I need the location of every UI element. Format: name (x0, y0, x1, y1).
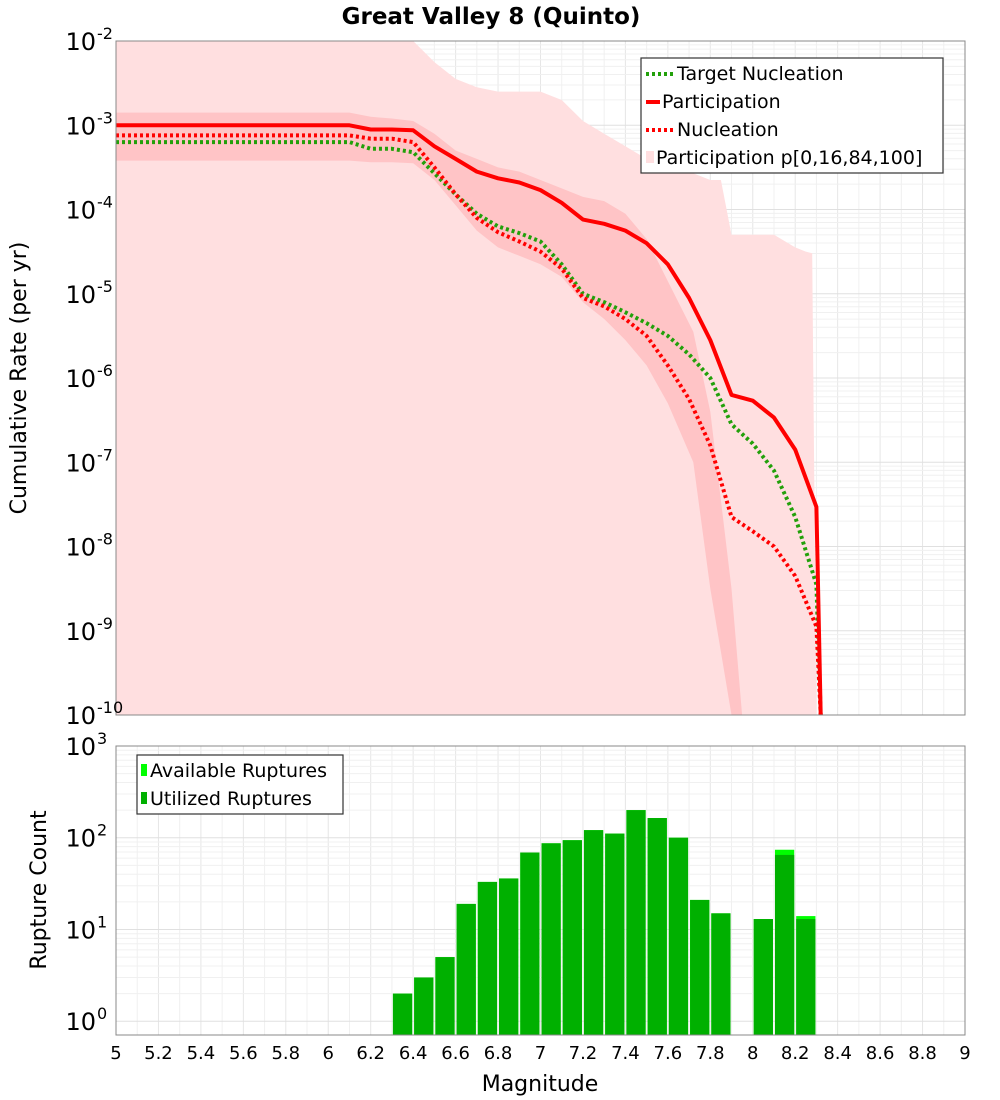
magnitude-tick-label: 7.6 (654, 1043, 683, 1064)
magnitude-tick-label: 7 (535, 1043, 546, 1064)
utilized-ruptures-bar (392, 993, 413, 1035)
rupture-y-tick-label: 10 (65, 825, 96, 853)
magnitude-tick-label: 6.6 (441, 1043, 470, 1064)
utilized-ruptures-bar (690, 899, 710, 1035)
rupture-y-tick-label: 10 (65, 1008, 96, 1036)
rate-y-tick-exponent: -8 (97, 530, 113, 549)
rate-y-tick-exponent: -3 (97, 108, 113, 127)
magnitude-tick-label: 5.4 (187, 1043, 216, 1064)
utilized-ruptures-bar (753, 919, 773, 1035)
legend-participation-band: Participation p[0,16,84,100] (656, 147, 922, 169)
rate-legend: Target Nucleation Participation Nucleati… (640, 57, 944, 174)
magnitude-tick-label: 6 (323, 1043, 334, 1064)
legend-available-ruptures: Available Ruptures (150, 760, 327, 782)
magnitude-tick-label: 7.2 (569, 1043, 598, 1064)
rupture-bars (392, 810, 816, 1035)
rate-lines (116, 123, 823, 716)
rupture-y-axis-label: Rupture Count (27, 810, 52, 970)
legend-utilized-ruptures: Utilized Ruptures (150, 788, 312, 810)
rate-y-tick-exponent: -7 (97, 445, 113, 464)
chart-title: Great Valley 8 (Quinto) (342, 4, 641, 30)
utilized-ruptures-bar (774, 854, 795, 1035)
utilized-ruptures-bar (435, 957, 455, 1035)
rate-y-tick-label: 10 (65, 28, 96, 56)
utilized-ruptures-bar (711, 913, 731, 1035)
legend-nucleation: Nucleation (677, 119, 779, 141)
rate-y-tick-exponent: -9 (97, 614, 113, 633)
utilized-ruptures-bar (414, 977, 434, 1035)
legend-target-nucleation: Target Nucleation (676, 63, 844, 85)
participation-bands (116, 41, 819, 716)
magnitude-tick-label: 8.8 (908, 1043, 937, 1064)
magnitude-tick-label: 8 (747, 1043, 758, 1064)
utilized-ruptures-bar (626, 810, 646, 1035)
rate-y-tick-label: 10 (65, 534, 96, 562)
magnitude-tick-label: 5.6 (229, 1043, 258, 1064)
utilized-ruptures-bar (520, 852, 540, 1035)
x-axis-label: Magnitude (482, 1072, 599, 1097)
utilized-ruptures-bar (456, 903, 476, 1035)
rupture-panel-frame (115, 745, 966, 1036)
participation-band-p16-p84 (116, 112, 743, 716)
utilized-ruptures-bar (583, 830, 604, 1035)
rupture-y-tick-label: 10 (65, 916, 96, 944)
magnitude-tick-label: 8.2 (781, 1043, 810, 1064)
legend-utilized-swatch (141, 792, 147, 804)
rate-panel: 10-210-310-410-510-610-710-810-910-10 Gr… (7, 4, 966, 730)
rupture-y-tick-label: 10 (65, 733, 96, 761)
rate-y-tick-exponent: -2 (97, 24, 113, 43)
rate-y-tick-exponent: -10 (97, 698, 123, 717)
legend-participation-band-swatch (646, 151, 654, 163)
legend-available-swatch (141, 764, 147, 776)
rate-y-tick-label: 10 (65, 449, 96, 477)
nucleation-line (116, 133, 823, 716)
utilized-ruptures-bar (541, 843, 561, 1035)
utilized-ruptures-bar (647, 818, 667, 1035)
utilized-ruptures-bar (605, 833, 625, 1035)
magnitude-tick-label: 9 (959, 1043, 970, 1064)
utilized-ruptures-bar (499, 878, 519, 1035)
utilized-ruptures-bar (796, 919, 816, 1035)
magnitude-tick-label: 6.8 (484, 1043, 513, 1064)
rupture-y-tick-exponent: 1 (97, 912, 107, 931)
legend-participation: Participation (662, 91, 781, 113)
utilized-ruptures-bar (477, 881, 498, 1035)
rate-y-tick-label: 10 (65, 365, 96, 393)
rate-y-tick-label: 10 (65, 281, 96, 309)
utilized-ruptures-bar (668, 837, 689, 1035)
magnitude-tick-label: 6.4 (399, 1043, 428, 1064)
target-nucleation-line (116, 140, 823, 716)
rate-y-axis-label: Cumulative Rate (per yr) (7, 242, 32, 515)
rate-y-tick-labels: 10-210-310-410-510-610-710-810-910-10 (65, 24, 123, 730)
rate-y-tick-exponent: -6 (97, 361, 113, 380)
magnitude-tick-label: 7.8 (696, 1043, 725, 1064)
rupture-y-tick-exponent: 0 (97, 1004, 107, 1023)
rate-y-tick-exponent: -5 (97, 277, 113, 296)
rate-panel-frame (115, 40, 966, 716)
magnitude-x-tick-labels: 5 5.2 5.4 5.6 5.8 6 6.2 6.4 6.6 6.8 7 7.2 7.4 7.6 7.8 8… (110, 1043, 970, 1064)
magnitude-tick-label: 8.4 (823, 1043, 852, 1064)
rate-y-tick-label: 10 (65, 618, 96, 646)
magnitude-tick-label: 5 (110, 1043, 121, 1064)
magnitude-tick-label: 6.2 (356, 1043, 385, 1064)
rupture-legend: Available Ruptures Utilized Ruptures (136, 754, 344, 815)
magnitude-tick-label: 8.6 (866, 1043, 895, 1064)
rate-y-tick-label: 10 (65, 112, 96, 140)
rate-y-tick-exponent: -4 (97, 193, 113, 212)
magnitude-tick-label: 5.8 (271, 1043, 300, 1064)
magnitude-tick-label: 5.2 (144, 1043, 173, 1064)
rate-y-tick-label: 10 (65, 197, 96, 225)
magnitude-tick-label: 7.4 (611, 1043, 640, 1064)
participation-band-p0-p100 (116, 41, 819, 715)
rupture-y-tick-exponent: 2 (97, 821, 107, 840)
utilized-ruptures-bar (562, 840, 582, 1035)
participation-line (116, 123, 823, 716)
rate-y-tick-label: 10 (65, 702, 96, 730)
rupture-y-tick-exponent: 3 (97, 729, 107, 748)
